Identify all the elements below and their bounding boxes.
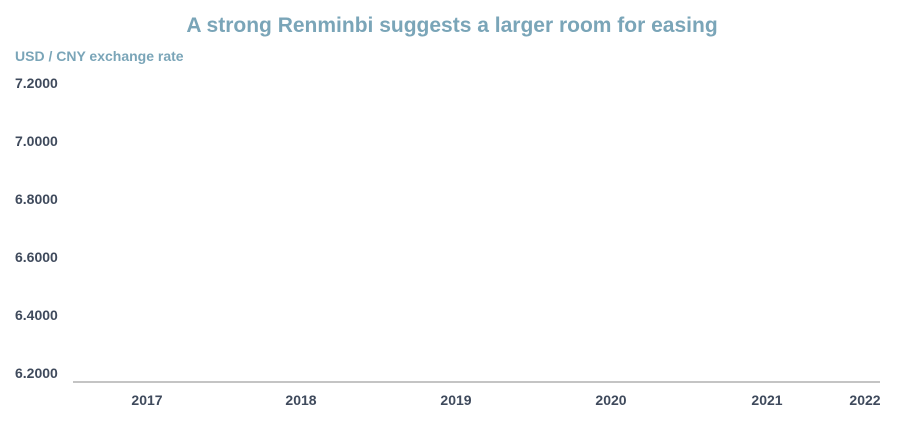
y-tick-labels: 7.2000 7.0000 6.8000 6.6000 6.4000 6.2000: [15, 75, 58, 381]
y-tick-label: 7.0000: [15, 133, 58, 149]
x-tick-label: 2020: [595, 392, 626, 408]
y-axis-label: USD / CNY exchange rate: [15, 48, 184, 64]
y-tick-label: 6.4000: [15, 307, 58, 323]
x-tick-label: 2018: [285, 392, 316, 408]
y-tick-label: 7.2000: [15, 75, 58, 91]
x-tick-label: 2021: [751, 392, 782, 408]
y-tick-label: 6.8000: [15, 191, 58, 207]
x-tick-labels: 2017 2018 2019 2020 2021 2022: [131, 392, 880, 408]
x-tick-label: 2017: [131, 392, 162, 408]
chart-title: A strong Renminbi suggests a larger room…: [186, 14, 718, 37]
x-tick-label: 2022: [849, 392, 880, 408]
x-tick-label: 2019: [440, 392, 471, 408]
y-tick-label: 6.2000: [15, 365, 58, 381]
y-tick-label: 6.6000: [15, 249, 58, 265]
